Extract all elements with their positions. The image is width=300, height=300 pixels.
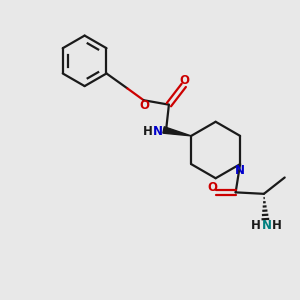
Polygon shape bbox=[163, 127, 191, 136]
Text: N: N bbox=[262, 218, 272, 232]
Text: N: N bbox=[153, 125, 163, 138]
Text: N: N bbox=[235, 164, 245, 177]
Text: H: H bbox=[272, 218, 282, 232]
Text: H: H bbox=[251, 218, 261, 232]
Text: O: O bbox=[179, 74, 189, 87]
Text: H: H bbox=[143, 125, 153, 138]
Text: O: O bbox=[208, 181, 218, 194]
Text: O: O bbox=[140, 99, 149, 112]
